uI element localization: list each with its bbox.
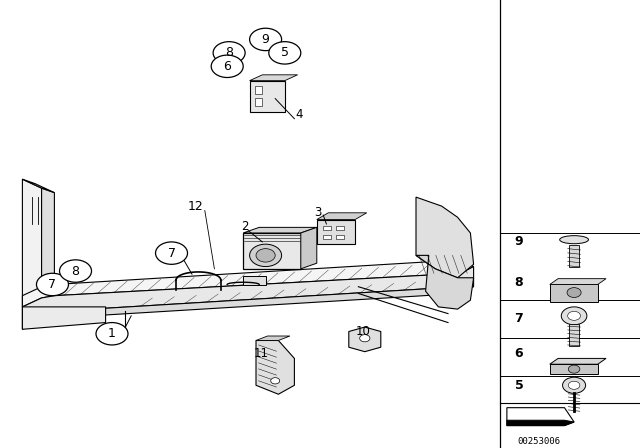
Bar: [336, 235, 344, 239]
Polygon shape: [507, 420, 574, 426]
Text: 2: 2: [241, 220, 249, 233]
Circle shape: [563, 377, 586, 393]
Circle shape: [271, 378, 280, 384]
Text: 12: 12: [188, 199, 203, 213]
Polygon shape: [507, 408, 574, 426]
Polygon shape: [416, 197, 474, 278]
Circle shape: [561, 307, 587, 325]
Polygon shape: [22, 260, 474, 307]
Bar: [243, 276, 266, 285]
Text: 1: 1: [108, 327, 116, 340]
Circle shape: [156, 242, 188, 264]
Polygon shape: [22, 280, 474, 329]
Polygon shape: [317, 213, 367, 220]
Text: 00253006: 00253006: [517, 437, 561, 446]
Circle shape: [213, 42, 245, 64]
Text: 8: 8: [225, 46, 233, 60]
Polygon shape: [256, 336, 290, 340]
Bar: [550, 364, 598, 374]
Polygon shape: [22, 267, 474, 323]
Bar: [323, 235, 331, 239]
Circle shape: [567, 288, 581, 297]
Polygon shape: [22, 307, 106, 329]
Polygon shape: [243, 228, 317, 233]
Circle shape: [568, 311, 580, 320]
Circle shape: [269, 42, 301, 64]
Bar: [550, 284, 598, 302]
Text: 8: 8: [515, 276, 523, 289]
Text: 3: 3: [314, 206, 322, 220]
Polygon shape: [22, 179, 54, 193]
Text: 10: 10: [356, 325, 371, 338]
Polygon shape: [416, 255, 474, 309]
Circle shape: [568, 381, 580, 389]
Bar: [336, 226, 344, 230]
Text: 6: 6: [515, 347, 523, 361]
Polygon shape: [349, 327, 381, 352]
Text: 6: 6: [223, 60, 231, 73]
Text: 11: 11: [253, 347, 269, 361]
Ellipse shape: [560, 236, 589, 244]
Polygon shape: [42, 188, 54, 298]
Polygon shape: [22, 179, 42, 307]
Circle shape: [568, 365, 580, 373]
Polygon shape: [550, 279, 606, 284]
Bar: [323, 226, 331, 230]
Bar: [250, 81, 285, 112]
Bar: [569, 324, 579, 346]
Bar: [255, 98, 262, 106]
Bar: [569, 245, 579, 267]
Circle shape: [96, 323, 128, 345]
Bar: [317, 220, 355, 244]
Text: 4: 4: [296, 108, 303, 121]
Polygon shape: [256, 340, 294, 394]
Text: 7: 7: [515, 311, 524, 325]
Text: 5: 5: [515, 379, 524, 392]
Text: 7: 7: [168, 246, 175, 260]
Circle shape: [60, 260, 92, 282]
Circle shape: [360, 335, 370, 342]
Circle shape: [250, 28, 282, 51]
Polygon shape: [550, 358, 606, 364]
Polygon shape: [250, 75, 298, 81]
Text: 9: 9: [515, 235, 523, 249]
Text: 7: 7: [49, 278, 56, 291]
Circle shape: [211, 55, 243, 78]
Text: 8: 8: [72, 264, 79, 278]
Circle shape: [256, 249, 275, 262]
Bar: [243, 233, 301, 269]
Circle shape: [250, 244, 282, 267]
Circle shape: [36, 273, 68, 296]
Text: 9: 9: [262, 33, 269, 46]
Text: 5: 5: [281, 46, 289, 60]
Polygon shape: [301, 228, 317, 269]
Bar: [255, 86, 262, 94]
